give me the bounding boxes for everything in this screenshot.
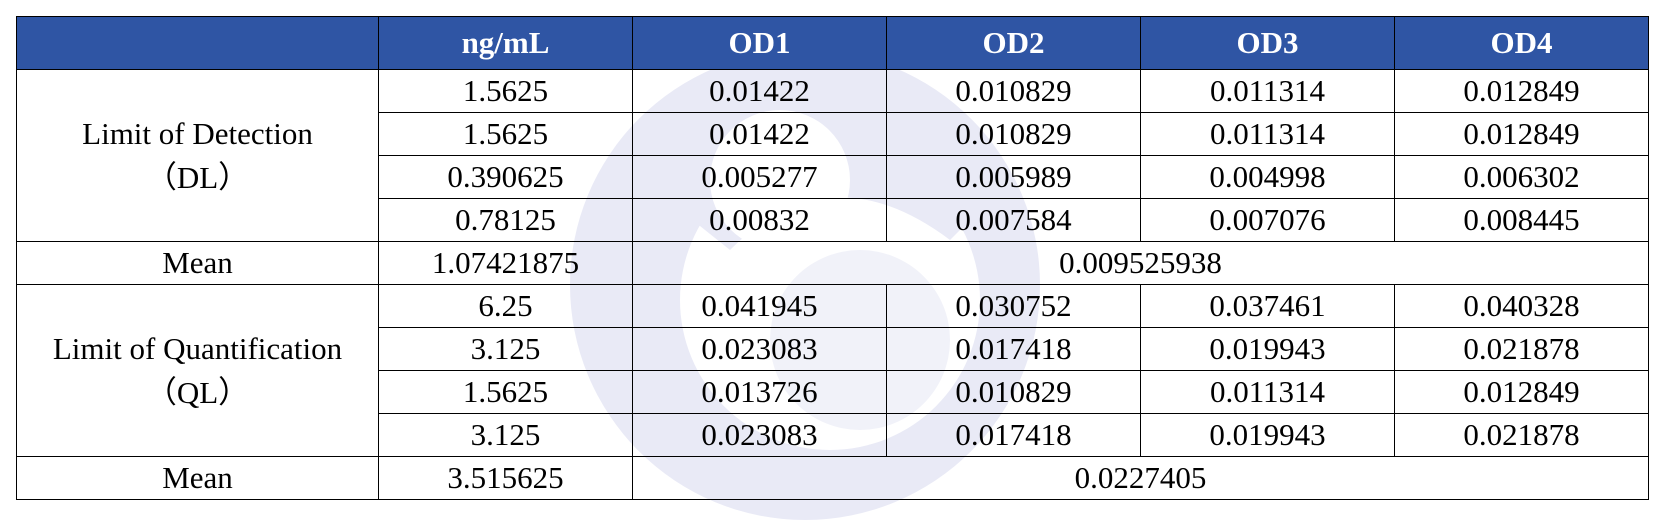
header-cell-od4: OD4: [1394, 16, 1649, 70]
dl-abbr: （DL）: [145, 159, 250, 195]
table-cell: 3.125: [378, 327, 633, 371]
table-cell: 0.030752: [886, 284, 1141, 328]
table-cell: 0.021878: [1394, 413, 1649, 457]
table-cell: 0.019943: [1140, 327, 1395, 371]
table-cell: 0.390625: [378, 155, 633, 199]
dl-mean-row: Mean 1.07421875 0.009525938: [16, 241, 1649, 285]
header-cell-od3: OD3: [1140, 16, 1395, 70]
table-row: Limit of Detection （DL） 1.5625 0.01422 0…: [16, 69, 1649, 242]
table-cell: 0.008445: [1394, 198, 1649, 242]
table-cell: 0.011314: [1140, 370, 1395, 414]
table-cell: 0.005277: [632, 155, 887, 199]
ql-mean-od: 0.0227405: [632, 456, 1649, 500]
header-cell-od1: OD1: [632, 16, 887, 70]
header-cell-blank: [16, 16, 379, 70]
table-cell: 0.004998: [1140, 155, 1395, 199]
dl-label: Limit of Detection: [82, 115, 313, 151]
ql-mean-concentration: 3.515625: [378, 456, 633, 500]
table-cell: 0.01422: [632, 69, 887, 113]
table-cell: 0.012849: [1394, 112, 1649, 156]
dl-mean-label: Mean: [16, 241, 379, 285]
table-cell: 0.041945: [632, 284, 887, 328]
table-cell: 0.006302: [1394, 155, 1649, 199]
dl-mean-concentration: 1.07421875: [378, 241, 633, 285]
table-cell: 0.007076: [1140, 198, 1395, 242]
table-cell: 0.021878: [1394, 327, 1649, 371]
table-cell: 0.011314: [1140, 69, 1395, 113]
table-cell: 0.017418: [886, 327, 1141, 371]
table-cell: 0.017418: [886, 413, 1141, 457]
table-cell: 0.010829: [886, 370, 1141, 414]
table-cell: 0.01422: [632, 112, 887, 156]
dl-mean-od: 0.009525938: [632, 241, 1649, 285]
dl-group-label: Limit of Detection （DL）: [16, 69, 379, 242]
table-cell: 1.5625: [378, 69, 633, 113]
table-cell: 0.005989: [886, 155, 1141, 199]
table-cell: 0.019943: [1140, 413, 1395, 457]
header-row: ng/mL OD1 OD2 OD3 OD4: [16, 16, 1649, 70]
table-cell: 1.5625: [378, 112, 633, 156]
table-cell: 0.78125: [378, 198, 633, 242]
table-cell: 0.012849: [1394, 370, 1649, 414]
table-row: Limit of Quantification （QL） 6.25 0.0419…: [16, 284, 1649, 457]
header-cell-concentration: ng/mL: [378, 16, 633, 70]
table-cell: 0.023083: [632, 327, 887, 371]
ql-mean-row: Mean 3.515625 0.0227405: [16, 456, 1649, 500]
ql-group-label: Limit of Quantification （QL）: [16, 284, 379, 457]
table-cell: 0.007584: [886, 198, 1141, 242]
table-cell: 3.125: [378, 413, 633, 457]
table-cell: 0.010829: [886, 69, 1141, 113]
table-cell: 0.00832: [632, 198, 887, 242]
table-cell: 1.5625: [378, 370, 633, 414]
table-cell: 0.010829: [886, 112, 1141, 156]
table-cell: 0.012849: [1394, 69, 1649, 113]
ql-abbr: （QL）: [145, 374, 250, 410]
results-table: ng/mL OD1 OD2 OD3 OD4 Limit of Detection…: [16, 16, 1649, 500]
ql-label: Limit of Quantification: [52, 330, 343, 366]
table-cell: 0.037461: [1140, 284, 1395, 328]
table-cell: 0.011314: [1140, 112, 1395, 156]
table-cell: 0.040328: [1394, 284, 1649, 328]
table-cell: 6.25: [378, 284, 633, 328]
header-cell-od2: OD2: [886, 16, 1141, 70]
ql-mean-label: Mean: [16, 456, 379, 500]
table-cell: 0.023083: [632, 413, 887, 457]
table-cell: 0.013726: [632, 370, 887, 414]
